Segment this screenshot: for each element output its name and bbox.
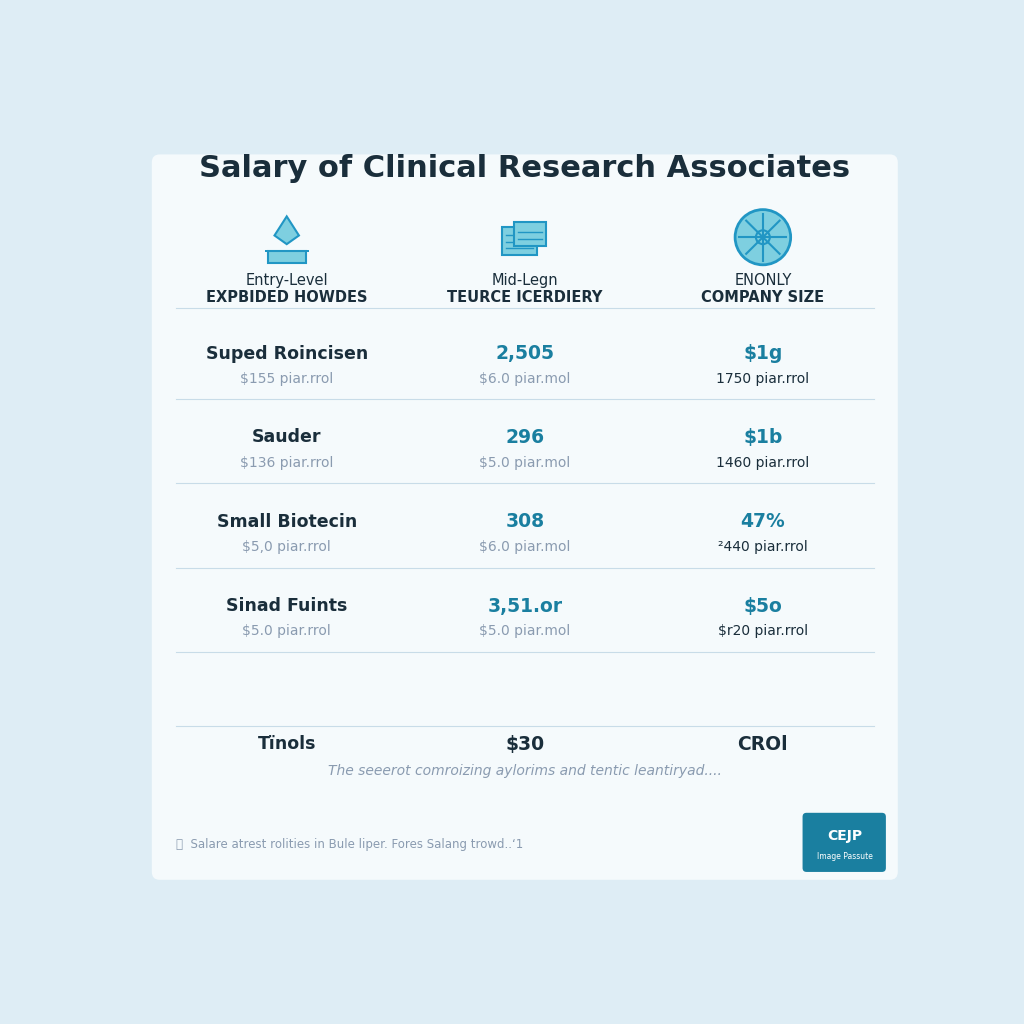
Text: Sauder: Sauder xyxy=(252,428,322,446)
Text: $30: $30 xyxy=(505,734,545,754)
Text: 1750 piar.rrol: 1750 piar.rrol xyxy=(717,372,809,386)
Text: COMPANY SIZE: COMPANY SIZE xyxy=(701,290,824,305)
FancyBboxPatch shape xyxy=(265,250,308,252)
Text: $1b: $1b xyxy=(743,428,782,447)
Text: 296: 296 xyxy=(505,428,545,447)
Text: Mid-Legn: Mid-Legn xyxy=(492,272,558,288)
FancyBboxPatch shape xyxy=(152,155,898,880)
FancyBboxPatch shape xyxy=(502,226,537,255)
Text: CROl: CROl xyxy=(737,734,788,754)
Text: $155 piar.rrol: $155 piar.rrol xyxy=(240,372,334,386)
Text: 3,51.or: 3,51.or xyxy=(487,597,562,615)
FancyBboxPatch shape xyxy=(514,221,546,246)
Text: 47%: 47% xyxy=(740,512,785,531)
Circle shape xyxy=(735,210,791,265)
Text: 308: 308 xyxy=(505,512,545,531)
Text: $5o: $5o xyxy=(743,597,782,615)
FancyBboxPatch shape xyxy=(803,813,886,872)
Text: The seeerot comroizing aylorims and tentic leantiryad....: The seeerot comroizing aylorims and tent… xyxy=(328,764,722,778)
Text: ENONLY: ENONLY xyxy=(734,272,792,288)
Text: $6.0 piar.mol: $6.0 piar.mol xyxy=(479,540,570,554)
Text: $5.0 piar.rrol: $5.0 piar.rrol xyxy=(243,625,331,638)
Text: 2,505: 2,505 xyxy=(496,344,554,364)
Text: Salary of Clinical Research Associates: Salary of Clinical Research Associates xyxy=(200,155,850,183)
Text: CEJP: CEJP xyxy=(827,828,862,843)
Text: $5,0 piar.rrol: $5,0 piar.rrol xyxy=(243,540,331,554)
Text: Small Biotecin: Small Biotecin xyxy=(217,513,356,530)
Text: 1460 piar.rrol: 1460 piar.rrol xyxy=(716,456,810,470)
FancyBboxPatch shape xyxy=(267,251,306,263)
Text: $5.0 piar.mol: $5.0 piar.mol xyxy=(479,625,570,638)
Text: $6.0 piar.mol: $6.0 piar.mol xyxy=(479,372,570,386)
Text: $r20 piar.rrol: $r20 piar.rrol xyxy=(718,625,808,638)
Text: Suped Roincisen: Suped Roincisen xyxy=(206,345,368,362)
Circle shape xyxy=(756,230,770,244)
Text: ²440 piar.rrol: ²440 piar.rrol xyxy=(718,540,808,554)
Text: Image Passute: Image Passute xyxy=(817,852,872,860)
Polygon shape xyxy=(274,216,299,244)
Text: $136 piar.rrol: $136 piar.rrol xyxy=(240,456,334,470)
Text: Sinad Fuints: Sinad Fuints xyxy=(226,597,347,615)
Text: ⓘ  Salare atrest rolities in Bule liper. Fores Salang trowd..‘1: ⓘ Salare atrest rolities in Bule liper. … xyxy=(176,838,523,851)
Text: Tïnols: Tïnols xyxy=(257,735,316,754)
Text: TEURCE ICERDIERY: TEURCE ICERDIERY xyxy=(447,290,602,305)
Text: EXPBIDED HOWDES: EXPBIDED HOWDES xyxy=(206,290,368,305)
Text: Entry-Level: Entry-Level xyxy=(246,272,328,288)
Text: $5.0 piar.mol: $5.0 piar.mol xyxy=(479,456,570,470)
Text: $1g: $1g xyxy=(743,344,782,364)
